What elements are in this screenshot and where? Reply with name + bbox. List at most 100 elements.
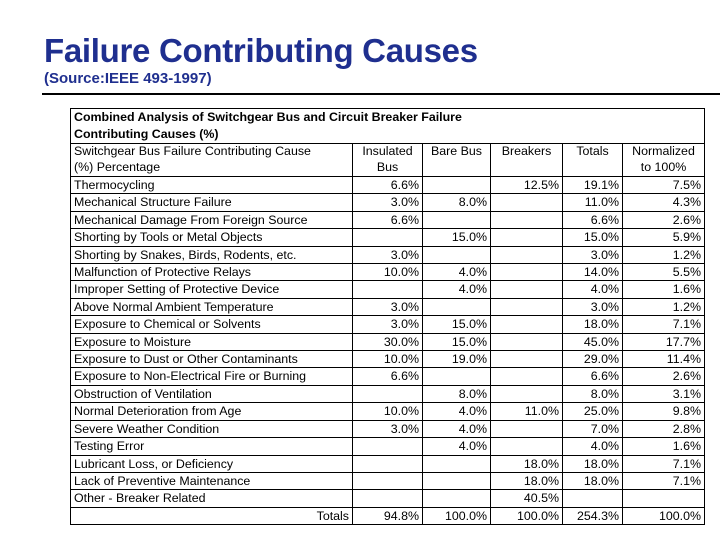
header-insulated-bus: Insulated Bus bbox=[352, 143, 423, 177]
header-cause-line1: Switchgear Bus Failure Contributing Caus… bbox=[74, 144, 311, 159]
table-row: Obstruction of Ventilation 8.0% 8.0% 3.1% bbox=[70, 384, 706, 404]
totals-cell bbox=[562, 489, 623, 508]
table-row: Normal Deterioration from Age 10.0% 4.0% 11… bbox=[70, 402, 706, 421]
total-insulated: 94.8% bbox=[352, 506, 423, 526]
insulated-cell bbox=[352, 437, 423, 456]
table-caption-row: Combined Analysis of Switchgear Bus and … bbox=[69, 108, 706, 144]
bare-bus-cell: 8.0% bbox=[422, 384, 491, 404]
header-normalized-line1: Normalized bbox=[632, 144, 695, 159]
breakers-cell bbox=[490, 315, 563, 334]
header-insulated-line2: Bus bbox=[376, 159, 399, 174]
breakers-cell bbox=[490, 193, 563, 212]
breakers-cell bbox=[490, 245, 563, 265]
table-row: Thermocycling 6.6% 12.5% 19.1% 7.5% bbox=[70, 175, 706, 195]
totals-cell: 3.0% bbox=[562, 297, 623, 317]
totals-cell: 45.0% bbox=[562, 332, 623, 352]
insulated-cell: 3.0% bbox=[352, 193, 423, 212]
cause-cell: Lack of Preventive Maintenance bbox=[70, 471, 353, 491]
bare-bus-cell: 8.0% bbox=[422, 193, 491, 212]
totals-label: Totals bbox=[70, 506, 353, 526]
insulated-cell bbox=[352, 489, 423, 508]
slide-title: Failure Contributing Causes bbox=[44, 32, 478, 69]
breakers-cell bbox=[490, 228, 563, 247]
breakers-cell bbox=[490, 350, 563, 369]
normalized-cell: 7.5% bbox=[621, 175, 706, 195]
cause-cell: Shorting by Snakes, Birds, Rodents, etc. bbox=[70, 245, 353, 265]
breakers-cell bbox=[490, 437, 563, 456]
header-bare-bus: Bare Bus bbox=[422, 143, 491, 177]
cause-cell: Severe Weather Condition bbox=[70, 419, 353, 439]
breakers-cell: 18.0% bbox=[490, 454, 563, 473]
header-normalized: Normalized to 100% bbox=[621, 143, 706, 177]
totals-cell: 3.0% bbox=[562, 245, 623, 265]
total-totals: 254.3% bbox=[562, 506, 623, 526]
totals-cell: 7.0% bbox=[562, 419, 623, 439]
normalized-cell: 1.2% bbox=[621, 245, 706, 265]
totals-cell: 8.0% bbox=[562, 384, 623, 404]
bare-bus-cell: 4.0% bbox=[422, 280, 491, 299]
totals-cell: 6.6% bbox=[562, 367, 623, 386]
normalized-cell: 2.6% bbox=[621, 210, 706, 230]
cause-cell: Improper Setting of Protective Device bbox=[70, 280, 353, 299]
breakers-cell: 11.0% bbox=[490, 402, 563, 421]
header-breakers: Breakers bbox=[490, 143, 563, 177]
insulated-cell: 3.0% bbox=[352, 315, 423, 334]
insulated-cell: 10.0% bbox=[352, 263, 423, 282]
normalized-cell: 1.6% bbox=[621, 280, 706, 299]
insulated-cell: 6.6% bbox=[352, 175, 423, 195]
table-row: Lack of Preventive Maintenance 18.0% 18.0%… bbox=[70, 471, 706, 491]
normalized-cell: 7.1% bbox=[621, 471, 706, 491]
table-row: Testing Error 4.0% 4.0% 1.6% bbox=[70, 437, 706, 456]
totals-cell: 18.0% bbox=[562, 315, 623, 334]
cause-cell: Obstruction of Ventilation bbox=[70, 384, 353, 404]
cause-cell: Thermocycling bbox=[70, 175, 353, 195]
bare-bus-cell: 15.0% bbox=[422, 228, 491, 247]
insulated-cell bbox=[352, 228, 423, 247]
normalized-cell: 1.6% bbox=[621, 437, 706, 456]
insulated-cell: 3.0% bbox=[352, 419, 423, 439]
slide-subtitle: (Source:IEEE 493-1997) bbox=[44, 70, 212, 87]
normalized-cell: 4.3% bbox=[621, 193, 706, 212]
cause-cell: Shorting by Tools or Metal Objects bbox=[70, 228, 353, 247]
table-row: Mechanical Damage From Foreign Source 6.6… bbox=[70, 210, 706, 230]
bare-bus-cell bbox=[422, 210, 491, 230]
breakers-cell bbox=[490, 280, 563, 299]
table-row: Shorting by Tools or Metal Objects 15.0% 1… bbox=[70, 228, 706, 247]
bare-bus-cell bbox=[422, 454, 491, 473]
bare-bus-cell: 19.0% bbox=[422, 350, 491, 369]
totals-cell: 14.0% bbox=[562, 263, 623, 282]
insulated-cell bbox=[352, 384, 423, 404]
cause-cell: Exposure to Moisture bbox=[70, 332, 353, 352]
bare-bus-cell: 15.0% bbox=[422, 315, 491, 334]
insulated-cell: 3.0% bbox=[352, 297, 423, 317]
table-row: Improper Setting of Protective Device 4.0… bbox=[70, 280, 706, 299]
totals-cell: 18.0% bbox=[562, 454, 623, 473]
breakers-cell bbox=[490, 332, 563, 352]
normalized-cell: 5.9% bbox=[621, 228, 706, 247]
cause-cell: Exposure to Chemical or Solvents bbox=[70, 315, 353, 334]
cause-cell: Mechanical Damage From Foreign Source bbox=[70, 210, 353, 230]
cause-cell: Exposure to Dust or Other Contaminants bbox=[70, 350, 353, 369]
insulated-cell: 6.6% bbox=[352, 210, 423, 230]
insulated-cell bbox=[352, 280, 423, 299]
table-row: Mechanical Structure Failure 3.0% 8.0% 11.0… bbox=[70, 193, 706, 212]
bare-bus-cell: 4.0% bbox=[422, 437, 491, 456]
table-row: Malfunction of Protective Relays 10.0% 4.0… bbox=[70, 263, 706, 282]
total-normalized: 100.0% bbox=[621, 506, 706, 526]
normalized-cell: 5.5% bbox=[621, 263, 706, 282]
header-cause-line2: (%) Percentage bbox=[74, 159, 161, 174]
totals-cell: 4.0% bbox=[562, 437, 623, 456]
table-row: Shorting by Snakes, Birds, Rodents, etc.… bbox=[70, 245, 706, 265]
cause-cell: Mechanical Structure Failure bbox=[70, 193, 353, 212]
breakers-cell bbox=[490, 419, 563, 439]
cause-cell: Lubricant Loss, or Deficiency bbox=[70, 454, 353, 473]
table-row: Other - Breaker Related 40.5% bbox=[70, 489, 706, 508]
insulated-cell: 6.6% bbox=[352, 367, 423, 386]
normalized-cell: 3.1% bbox=[621, 384, 706, 404]
insulated-cell: 10.0% bbox=[352, 350, 423, 369]
breakers-cell bbox=[490, 263, 563, 282]
breakers-cell: 18.0% bbox=[490, 471, 563, 491]
totals-row: Totals 94.8% 100.0% 100.0% 254.3% 100.0% bbox=[70, 506, 706, 526]
table-caption-line2: Contributing Causes (%) bbox=[74, 127, 219, 141]
cause-cell: Malfunction of Protective Relays bbox=[70, 263, 353, 282]
